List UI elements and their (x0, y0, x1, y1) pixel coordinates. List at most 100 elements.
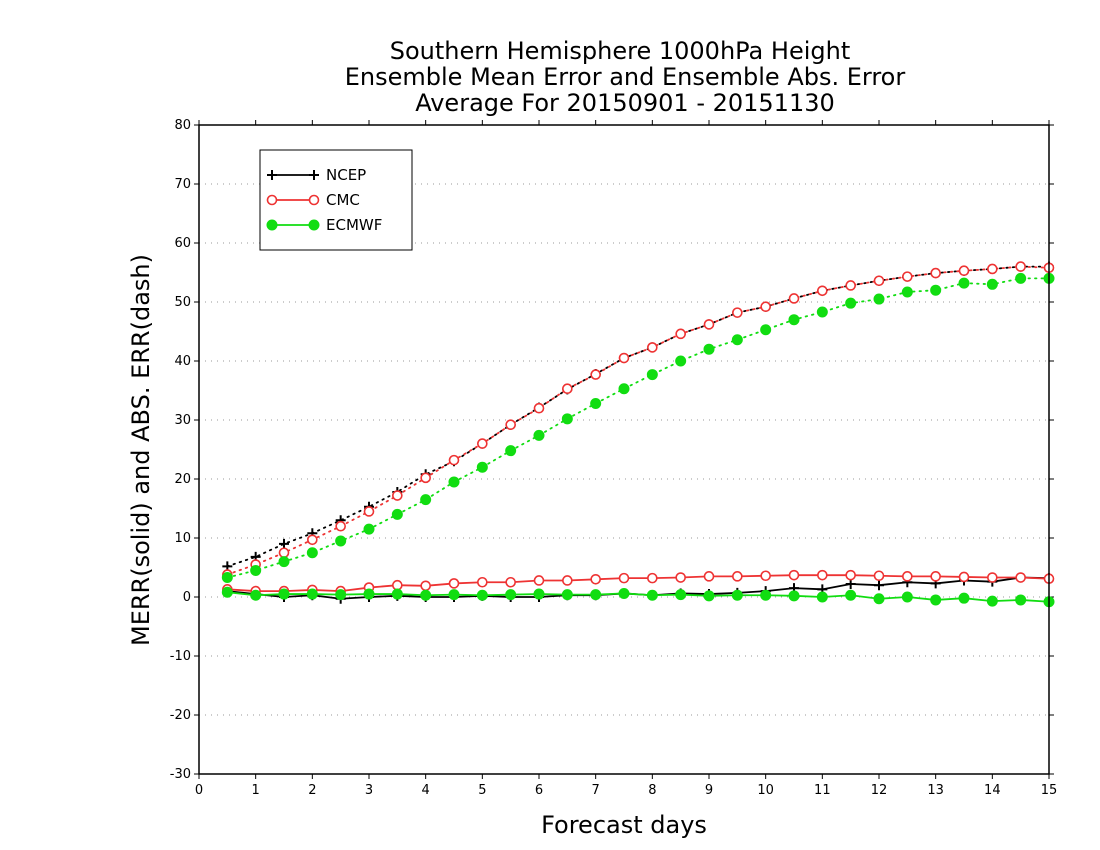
abs-err-point-ecmwf (760, 324, 772, 336)
x-tick-label: 3 (365, 783, 373, 798)
merr-point-cmc (533, 575, 545, 586)
merr-point-cmc (618, 572, 630, 584)
merr-point-ecmwf (448, 589, 460, 601)
merr-point-ncep (845, 579, 856, 590)
chart-title: Southern Hemisphere 1000hPa Height Ensem… (345, 37, 906, 117)
abs-err-point-ecmwf (816, 306, 828, 318)
merr-point-cmc (817, 569, 828, 581)
abs-err-point-ecmwf (476, 461, 488, 473)
legend-marker-ncep (309, 170, 319, 180)
merr-point-cmc (1015, 572, 1026, 583)
y-tick-label: 40 (174, 354, 191, 369)
abs-err-point-ecmwf (221, 572, 233, 584)
x-tick-label: 1 (252, 783, 260, 798)
abs-err-point-cmc (618, 352, 630, 364)
merr-point-ecmwf (958, 592, 970, 604)
abs-err-point-cmc (647, 342, 658, 353)
x-tick-label: 10 (757, 783, 774, 798)
x-tick-label: 6 (535, 783, 543, 798)
merr-point-cmc (902, 571, 913, 582)
merr-point-cmc (958, 571, 970, 583)
abs-err-point-ecmwf (250, 564, 262, 576)
abs-err-point-cmc (505, 419, 516, 431)
merr-point-ecmwf (788, 590, 800, 602)
x-tick-label: 2 (308, 783, 316, 798)
merr-point-ecmwf (731, 589, 743, 601)
abs-err-point-ecmwf (505, 445, 517, 457)
abs-err-line-ecmwf (226, 277, 1050, 579)
merr-point-cmc (448, 578, 460, 589)
merr-point-ncep (874, 580, 884, 591)
abs-err-point-cmc (732, 307, 743, 318)
merr-point-cmc (732, 571, 743, 582)
merr-point-cmc (845, 569, 856, 581)
abs-err-point-cmc (845, 280, 856, 291)
y-tick-label: 0 (183, 590, 191, 605)
merr-point-ecmwf (561, 589, 573, 601)
merr-point-ecmwf (278, 588, 290, 600)
abs-err-point-ecmwf (561, 413, 573, 425)
merr-point-ecmwf (760, 589, 772, 601)
abs-err-point-ncep (279, 538, 289, 549)
abs-err-point-ecmwf (788, 314, 800, 326)
abs-err-point-ecmwf (306, 547, 318, 559)
merr-point-ecmwf (363, 588, 375, 600)
x-tick-label: 5 (478, 783, 486, 798)
merr-point-cmc (873, 570, 885, 582)
y-tick-label: 50 (174, 295, 191, 310)
y-tick-label: -20 (170, 708, 191, 723)
merr-point-cmc (477, 576, 488, 588)
merr-point-ecmwf (250, 589, 262, 601)
abs-err-point-ecmwf (1015, 272, 1027, 284)
y-tick-label: -10 (170, 649, 191, 664)
y-tick-label: 20 (174, 472, 191, 487)
merr-point-ecmwf (930, 594, 942, 606)
abs-err-point-cmc (703, 319, 715, 330)
x-tick-label: 8 (648, 783, 656, 798)
abs-err-point-cmc (902, 271, 913, 282)
abs-err-point-cmc (1015, 261, 1026, 272)
merr-point-cmc (392, 579, 403, 591)
merr-point-cmc (760, 570, 771, 582)
legend-marker-ecmwf (308, 219, 320, 231)
merr-point-ecmwf (335, 589, 347, 601)
merr-point-ecmwf (590, 589, 602, 601)
abs-err-point-ecmwf (646, 369, 658, 381)
x-tick-label: 0 (195, 783, 203, 798)
series-ncep (222, 261, 1054, 604)
abs-err-point-ecmwf (703, 343, 715, 355)
abs-err-point-cmc (363, 506, 375, 517)
y-tick-label: 60 (174, 236, 191, 251)
merr-point-ecmwf (675, 589, 687, 601)
abs-err-point-ecmwf (590, 397, 602, 409)
legend-marker-cmc (266, 194, 278, 206)
y-axis-label: MERR(solid) and ABS. ERR(dash) (127, 254, 155, 646)
x-tick-label: 14 (984, 783, 1001, 798)
legend-label-ecmwf: ECMWF (326, 216, 382, 234)
abs-err-point-cmc (958, 265, 970, 277)
legend-marker-ncep (267, 170, 277, 180)
merr-point-ecmwf (873, 593, 885, 605)
abs-err-line-ncep (226, 265, 1050, 568)
abs-err-point-ecmwf (391, 508, 403, 520)
merr-point-cmc (505, 576, 516, 588)
legend-label-ncep: NCEP (326, 166, 366, 184)
abs-err-point-cmc (533, 402, 545, 414)
merr-point-ecmwf (391, 588, 403, 600)
abs-err-point-ecmwf (363, 523, 375, 535)
x-tick-label: 9 (705, 783, 713, 798)
y-axis-ticks: -30 -20 -10 0 10 20 30 40 50 60 70 80 (170, 118, 1054, 782)
abs-err-point-ecmwf (448, 476, 460, 488)
series-layer (221, 261, 1055, 608)
abs-err-point-cmc (392, 490, 403, 501)
x-tick-label: 15 (1041, 783, 1058, 798)
merr-point-ecmwf (816, 591, 828, 603)
merr-point-cmc (987, 572, 998, 583)
plot-frame (198, 124, 1050, 775)
abs-err-point-cmc (873, 275, 885, 287)
abs-err-point-cmc (930, 267, 941, 279)
abs-err-point-cmc (335, 520, 346, 532)
legend-marker-cmc (308, 194, 320, 206)
merr-point-ecmwf (306, 588, 318, 600)
x-tick-label: 11 (814, 783, 831, 798)
